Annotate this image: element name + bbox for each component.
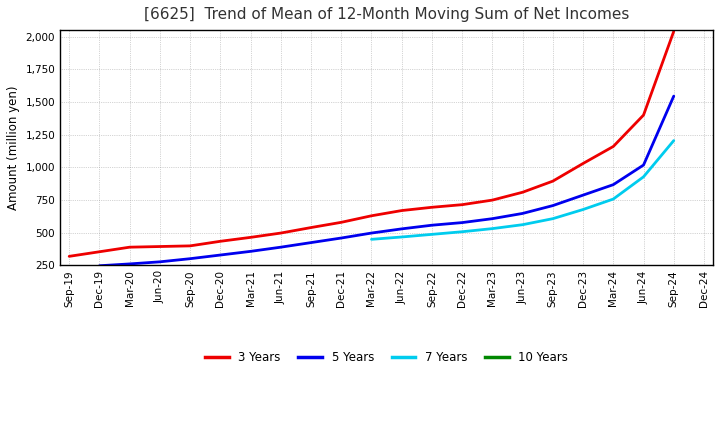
3 Years [276,231,285,236]
5 Years [216,253,225,258]
3 Years [609,144,618,149]
3 Years [639,113,648,118]
5 Years [488,216,497,221]
5 Years [639,162,648,168]
5 Years [458,220,467,225]
5 Years [125,261,134,267]
3 Years [579,161,588,166]
3 Years [397,208,406,213]
Line: 3 Years: 3 Years [69,31,674,257]
3 Years [549,179,557,184]
3 Years [156,244,164,249]
3 Years [337,220,346,225]
5 Years [397,226,406,231]
3 Years [458,202,467,207]
Y-axis label: Amount (million yen): Amount (million yen) [7,85,20,210]
3 Years [518,190,527,195]
3 Years [125,245,134,250]
5 Years [307,240,315,245]
5 Years [549,203,557,208]
3 Years [428,205,436,210]
5 Years [518,211,527,216]
7 Years [458,229,467,235]
Title: [6625]  Trend of Mean of 12-Month Moving Sum of Net Incomes: [6625] Trend of Mean of 12-Month Moving … [144,7,629,22]
7 Years [397,235,406,240]
3 Years [307,225,315,230]
7 Years [428,232,436,237]
3 Years [488,198,497,203]
7 Years [549,216,557,221]
3 Years [65,254,73,259]
5 Years [579,192,588,198]
5 Years [670,93,678,99]
7 Years [609,196,618,202]
5 Years [276,245,285,250]
3 Years [216,238,225,244]
5 Years [428,223,436,228]
Legend: 3 Years, 5 Years, 7 Years, 10 Years: 3 Years, 5 Years, 7 Years, 10 Years [201,347,572,369]
3 Years [95,249,104,254]
5 Years [337,235,346,241]
Line: 5 Years: 5 Years [99,96,674,266]
7 Years [367,237,376,242]
5 Years [156,259,164,264]
5 Years [95,263,104,268]
7 Years [670,138,678,143]
3 Years [670,29,678,34]
3 Years [186,243,194,249]
5 Years [246,249,255,254]
3 Years [246,235,255,240]
3 Years [367,213,376,218]
7 Years [639,174,648,180]
Line: 7 Years: 7 Years [372,141,674,239]
7 Years [488,226,497,231]
5 Years [186,256,194,261]
7 Years [579,207,588,212]
7 Years [518,222,527,227]
5 Years [367,231,376,236]
5 Years [609,182,618,187]
